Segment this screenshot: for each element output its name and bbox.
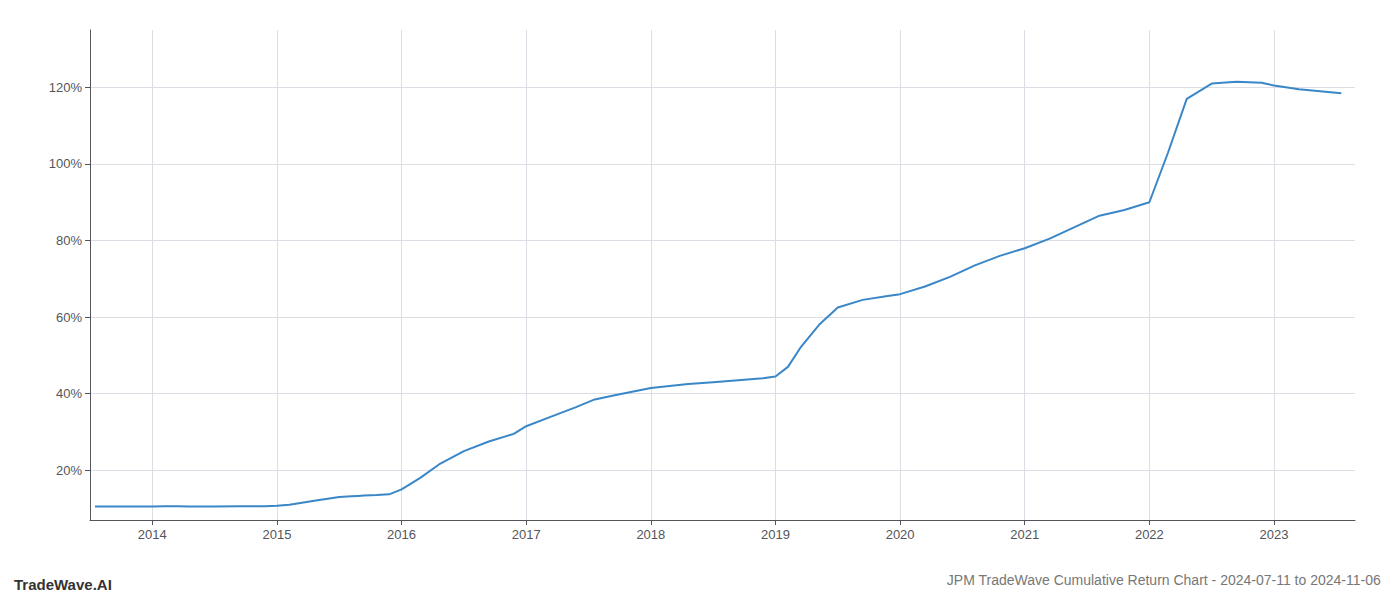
svg-text:40%: 40% <box>56 386 82 401</box>
svg-text:2019: 2019 <box>761 527 790 542</box>
svg-text:100%: 100% <box>49 156 83 171</box>
svg-text:JPM TradeWave Cumulative Retur: JPM TradeWave Cumulative Return Chart - … <box>947 572 1381 588</box>
svg-text:2021: 2021 <box>1010 527 1039 542</box>
svg-text:2016: 2016 <box>387 527 416 542</box>
svg-text:2017: 2017 <box>512 527 541 542</box>
svg-text:20%: 20% <box>56 463 82 478</box>
svg-text:2020: 2020 <box>886 527 915 542</box>
svg-text:80%: 80% <box>56 233 82 248</box>
svg-text:TradeWave.AI: TradeWave.AI <box>14 576 112 593</box>
svg-text:2018: 2018 <box>636 527 665 542</box>
svg-text:2014: 2014 <box>138 527 167 542</box>
svg-text:120%: 120% <box>49 80 83 95</box>
svg-text:2023: 2023 <box>1260 527 1289 542</box>
svg-text:2022: 2022 <box>1135 527 1164 542</box>
svg-text:2015: 2015 <box>262 527 291 542</box>
svg-text:60%: 60% <box>56 310 82 325</box>
